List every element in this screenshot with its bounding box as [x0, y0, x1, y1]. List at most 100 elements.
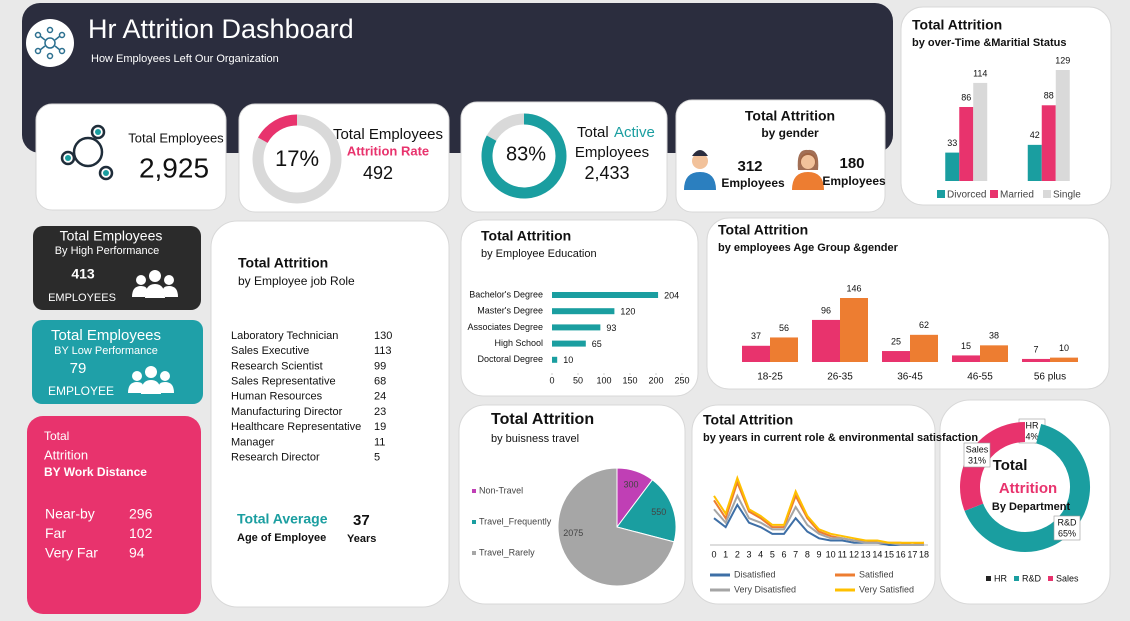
- data-label: 7: [1033, 344, 1038, 354]
- people-icon: [128, 366, 174, 394]
- row-value: 130: [374, 330, 392, 342]
- legend-swatch: [1048, 576, 1053, 581]
- gauge-arc: [258, 114, 298, 144]
- kpi-value: 312: [737, 158, 762, 175]
- row-value: 23: [374, 406, 386, 418]
- row-label: Very Far: [45, 545, 98, 561]
- row-value: 102: [129, 525, 153, 541]
- chart-title: Attrition: [999, 480, 1057, 497]
- kpi-value: 79: [70, 360, 87, 377]
- data-label: 2075: [563, 528, 583, 538]
- label: Total Attrition: [238, 255, 328, 271]
- chart-subtitle: by buisness travel: [491, 433, 579, 445]
- data-label: 146: [846, 283, 861, 293]
- x-tick-label: 26-35: [827, 372, 853, 383]
- data-label: 4%: [1025, 431, 1038, 441]
- row-value: 296: [129, 506, 153, 522]
- row-label: Healthcare Representative: [231, 421, 361, 433]
- gauge-label: 83%: [506, 143, 546, 165]
- legend-swatch: [990, 190, 998, 198]
- row-value: 68: [374, 376, 386, 388]
- data-label: 37: [751, 331, 761, 341]
- chart-subtitle: by Employee Education: [481, 248, 597, 260]
- data-label: 120: [620, 307, 635, 317]
- bar: [1041, 105, 1056, 181]
- gauge-label: 17%: [275, 146, 319, 171]
- row-label: Sales Executive: [231, 345, 309, 357]
- x-tick-label: 6: [781, 549, 786, 559]
- legend-swatch: [937, 190, 945, 198]
- label: Employees: [721, 176, 785, 190]
- card: [35, 103, 227, 211]
- x-tick-label: 17: [907, 549, 917, 559]
- bar: [552, 356, 558, 363]
- chart-subtitle: By Department: [992, 501, 1071, 513]
- data-label: 10: [1059, 343, 1069, 353]
- label: Active: [614, 124, 655, 141]
- legend-label: Travel_Rarely: [479, 547, 535, 557]
- data-label: 129: [1055, 55, 1070, 65]
- card: [706, 217, 1110, 390]
- legend-label: Single: [1053, 190, 1081, 201]
- data-label: 88: [1044, 91, 1054, 101]
- label: Attrition: [44, 447, 88, 462]
- legend-label: Divorced: [947, 190, 986, 201]
- label: Attrition Rate: [347, 143, 429, 158]
- data-label: 93: [606, 323, 616, 333]
- row-label: Far: [45, 525, 66, 541]
- legend-label: Married: [1000, 190, 1034, 201]
- row-label: Research Director: [231, 452, 320, 464]
- network-icon-dots: [65, 129, 109, 176]
- row-value: 24: [374, 391, 386, 403]
- x-tick-label: 100: [596, 375, 611, 385]
- bar: [812, 319, 840, 362]
- kpi-value: 492: [363, 163, 393, 183]
- x-tick-label: 15: [884, 549, 894, 559]
- x-tick-label: 16: [896, 549, 906, 559]
- x-tick-label: 11: [838, 549, 847, 559]
- card: [460, 219, 699, 397]
- card-pink: [27, 416, 201, 614]
- label: Total: [577, 124, 609, 141]
- x-tick-label: 200: [648, 375, 663, 385]
- x-tick-label: 7: [793, 549, 798, 559]
- bar: [973, 82, 988, 181]
- label: Years: [347, 533, 376, 545]
- chart-subtitle: by years in current role & environmental…: [703, 432, 978, 444]
- card: [210, 220, 450, 608]
- line: [713, 474, 924, 544]
- legend-label: Sales: [1056, 573, 1079, 583]
- x-tick-label: 0: [711, 549, 716, 559]
- label: Total: [44, 429, 69, 443]
- label: Total Employees: [60, 228, 163, 244]
- data-label: 300: [623, 479, 638, 489]
- x-tick-label: 13: [861, 549, 871, 559]
- kpi-value: 2,925: [139, 152, 209, 183]
- x-tick-label: 2: [735, 549, 740, 559]
- chart-title: Total Attrition: [912, 17, 1002, 33]
- x-tick-label: 18-25: [757, 372, 783, 383]
- bar: [552, 292, 659, 298]
- data-label: 33: [947, 138, 957, 148]
- label: By High Performance: [55, 245, 160, 257]
- data-label: 31%: [968, 455, 986, 465]
- y-tick-label: Bachelor's Degree: [469, 289, 543, 299]
- chart-title: Total Attrition: [481, 228, 571, 244]
- label: EMPLOYEE: [48, 384, 114, 398]
- line: [713, 502, 924, 546]
- row-value: 99: [374, 360, 386, 372]
- chart-title: Total Attrition: [491, 411, 594, 428]
- bar: [1055, 70, 1070, 181]
- card-teal: [32, 320, 203, 404]
- data-label: 10: [563, 355, 573, 365]
- bar: [770, 337, 798, 362]
- pie-slice: [557, 467, 675, 587]
- y-tick-label: Master's Degree: [477, 306, 543, 316]
- legend-swatch: [472, 551, 476, 555]
- data-label: 550: [651, 507, 666, 517]
- row-label: Manager: [231, 436, 275, 448]
- chart-subtitle: by employees Age Group &gender: [718, 242, 899, 254]
- network-icon: [60, 124, 114, 181]
- female-icon: [792, 149, 824, 190]
- bar: [1022, 358, 1050, 362]
